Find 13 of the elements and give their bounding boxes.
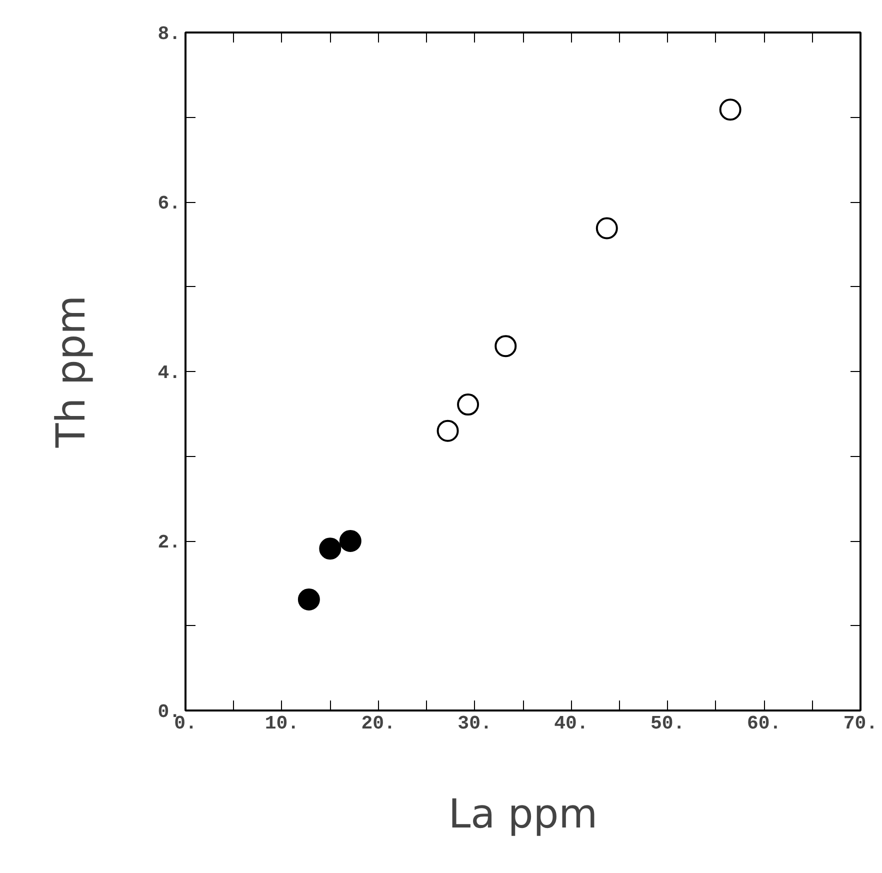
y-tick-label: 8. <box>158 23 181 45</box>
x-tick-label: 10. <box>264 712 300 734</box>
x-tick-label: 60. <box>746 712 782 734</box>
x-tick-label: 30. <box>458 712 492 734</box>
y-axis-title: Th ppm <box>48 295 95 449</box>
x-axis-title: La ppm <box>448 792 598 838</box>
y-tick-label: 6. <box>158 192 181 214</box>
x-tick-label: 70. <box>843 712 878 734</box>
x-tick-label: 50. <box>650 712 685 734</box>
x-tick-label: 40. <box>554 712 588 734</box>
x-tick-label: 20. <box>361 712 396 734</box>
y-tick-label: 4. <box>158 362 181 384</box>
y-tick-label: 2. <box>158 532 181 554</box>
